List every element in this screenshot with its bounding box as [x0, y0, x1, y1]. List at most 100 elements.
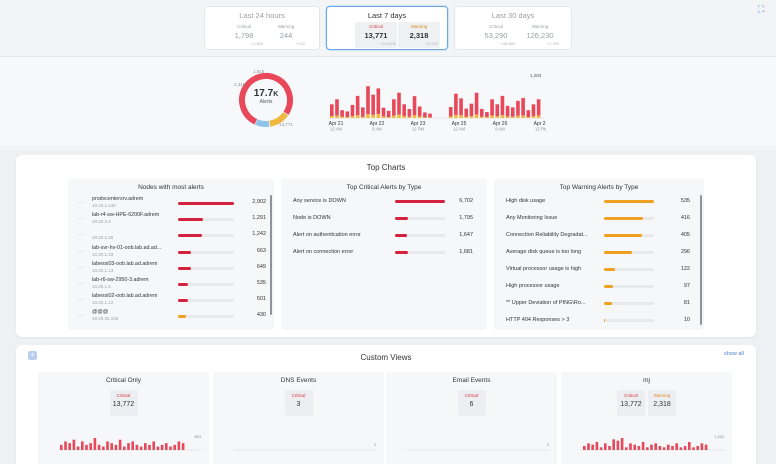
critical-bar[interactable]	[330, 104, 334, 117]
critical-bar[interactable]	[510, 107, 515, 117]
node-row[interactable]: ··· prodvcentersrv.adrem 10.10.1.240 2,902	[72, 195, 268, 211]
custom-view-card[interactable]: Email Events Critical 6 2	[386, 372, 557, 464]
warning-bar[interactable]	[381, 116, 386, 118]
node-row[interactable]: ··· lab-r6-sw-2950-3.adrem 10.20.1.5 535	[72, 276, 268, 292]
critical-type-row[interactable]: Node is DOWN 1,795	[291, 212, 479, 226]
critical-bar[interactable]	[335, 99, 339, 116]
warning-bar[interactable]	[361, 116, 365, 118]
warning-bar[interactable]	[495, 116, 500, 118]
expand-icon[interactable]: ⛶	[758, 4, 765, 14]
critical-bar[interactable]	[345, 111, 350, 118]
critical-bar[interactable]	[500, 95, 505, 116]
warning-bar[interactable]	[516, 115, 520, 118]
warning-bar[interactable]	[392, 115, 396, 118]
warning-bar[interactable]	[454, 114, 458, 118]
warning-bar[interactable]	[448, 116, 453, 118]
node-row[interactable]: ··· lab-r4-sw-HPE-6200F.adrem 10.20.2.4 1,2…	[72, 211, 268, 227]
warning-bar[interactable]	[355, 115, 360, 118]
warning-bar[interactable]	[397, 114, 401, 118]
warning-bar[interactable]	[330, 116, 334, 118]
critical-bar[interactable]	[464, 108, 469, 117]
warning-bar[interactable]	[402, 116, 406, 118]
warning-bar[interactable]	[500, 115, 505, 118]
critical-bar[interactable]	[417, 106, 422, 117]
warning-bar[interactable]	[350, 116, 355, 118]
node-row[interactable]: ··· labesxi03-oob.lab.ad.adrem 10.20.1.13 6…	[72, 260, 268, 276]
critical-bar[interactable]	[386, 110, 391, 118]
critical-bar[interactable]	[516, 100, 520, 116]
critical-bar[interactable]	[474, 92, 479, 115]
warning-bar[interactable]	[366, 114, 370, 118]
warning-type-row[interactable]: Virtual processor usage is high 122	[504, 263, 696, 277]
critical-bar[interactable]	[505, 105, 510, 117]
more-icon[interactable]: ···	[78, 216, 86, 223]
more-icon[interactable]: ···	[78, 297, 86, 304]
critical-bar[interactable]	[536, 99, 541, 116]
critical-bar[interactable]	[392, 99, 396, 116]
warning-bar[interactable]	[510, 116, 515, 118]
warning-bar[interactable]	[423, 117, 427, 118]
node-row[interactable]: ··· @@@ 10.20.32.106 430	[72, 308, 268, 324]
more-icon[interactable]: ···	[78, 313, 86, 320]
nodes-scrollbar[interactable]	[270, 195, 272, 315]
critical-bar[interactable]	[454, 93, 458, 115]
warning-type-row[interactable]: ** Upper Deviation of PING\Ro... 81	[504, 297, 696, 311]
critical-bar[interactable]	[448, 107, 453, 117]
custom-view-card[interactable]: mj Critical 13,772 Warning 2,318 1,283	[561, 372, 732, 464]
node-row[interactable]: ··· lab-svr-hv-01-oob.lab.ad.ad... 10.20.1…	[72, 244, 268, 260]
warning-bar[interactable]	[479, 116, 484, 118]
critical-bar[interactable]	[459, 98, 463, 116]
warning-bar[interactable]	[464, 116, 469, 118]
warning-type-row[interactable]: High processor usage 97	[504, 280, 696, 294]
node-row[interactable]: ··· labesxi02-oob.lab.ad.adrem 10.20.1.12 5…	[72, 292, 268, 308]
critical-type-row[interactable]: Alert on authentication error 1,647	[291, 229, 479, 243]
critical-type-row[interactable]: Alert on connection error 1,681	[291, 246, 479, 260]
critical-bar[interactable]	[526, 110, 531, 118]
critical-bar[interactable]	[407, 108, 412, 117]
critical-bar[interactable]	[490, 99, 494, 116]
critical-bar[interactable]	[495, 104, 500, 117]
add-view-button[interactable]: +	[28, 351, 37, 360]
critical-bar[interactable]	[340, 110, 344, 117]
node-row[interactable]: ··· 10.20.2.26 1,242	[72, 227, 268, 243]
alerts-donut[interactable]	[236, 70, 296, 130]
warning-bar[interactable]	[371, 114, 375, 118]
warning-type-row[interactable]: Connection Reliability Degradat... 405	[504, 229, 696, 243]
warning-type-row[interactable]: HTTP 404 Responses > 3 10	[504, 314, 696, 328]
warning-bar[interactable]	[531, 116, 536, 118]
warning-bar[interactable]	[490, 115, 494, 118]
critical-bar[interactable]	[361, 107, 365, 117]
warning-bar[interactable]	[485, 117, 489, 118]
critical-bar[interactable]	[371, 94, 375, 115]
warning-bar[interactable]	[428, 117, 432, 118]
show-all-link[interactable]: show all	[724, 351, 744, 357]
critical-bar[interactable]	[521, 98, 525, 116]
critical-type-row[interactable]: Any service is DOWN 6,702	[291, 195, 479, 209]
warning-bar[interactable]	[417, 116, 422, 118]
warning-bar[interactable]	[521, 115, 525, 118]
more-icon[interactable]: ···	[78, 264, 86, 271]
critical-bar[interactable]	[355, 95, 360, 116]
warning-bar[interactable]	[505, 116, 510, 118]
warning-bar[interactable]	[335, 115, 339, 118]
critical-bar[interactable]	[366, 86, 370, 115]
warning-bar[interactable]	[407, 116, 412, 118]
warning-bar[interactable]	[386, 117, 391, 118]
critical-bar[interactable]	[485, 112, 489, 118]
warning-type-row[interactable]: High disk usage 535	[504, 195, 696, 209]
critical-bar[interactable]	[531, 104, 536, 117]
more-icon[interactable]: ···	[78, 200, 86, 206]
critical-bar[interactable]	[479, 108, 484, 117]
warning-bar[interactable]	[340, 116, 344, 118]
warning-type-row[interactable]: Average disk queue is too long 296	[504, 246, 696, 260]
critical-bar[interactable]	[376, 88, 381, 114]
warning-bar[interactable]	[459, 115, 463, 118]
custom-view-card[interactable]: DNS Events Critical 3 2	[213, 372, 384, 464]
warning-bar[interactable]	[412, 115, 417, 118]
warning-bar[interactable]	[345, 117, 350, 118]
critical-bar[interactable]	[397, 92, 401, 115]
tab-last-24-hours[interactable]: Last 24 hours Critical 1,798 +1,400 Warn…	[204, 6, 320, 50]
more-icon[interactable]: ···	[78, 232, 86, 239]
more-icon[interactable]: ···	[78, 248, 86, 255]
